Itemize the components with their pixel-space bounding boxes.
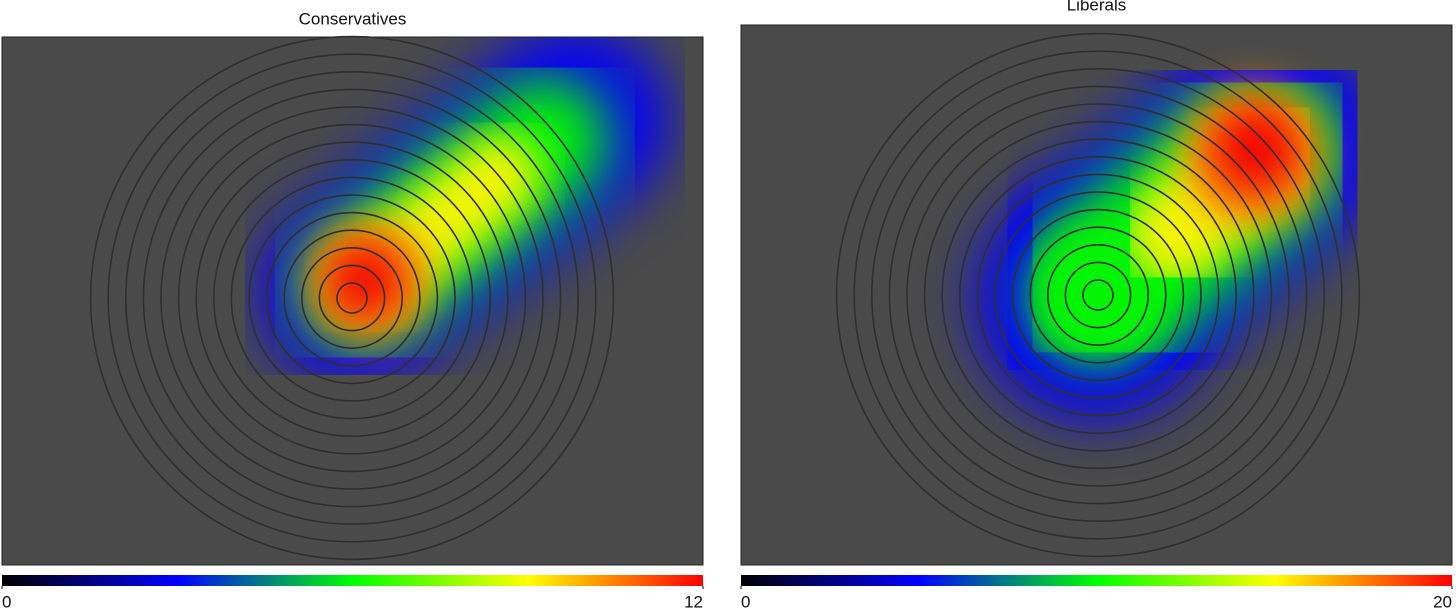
panel: Conservatives 0 12 [1,9,704,611]
ring [230,176,474,420]
ring [958,156,1237,434]
ring [283,229,421,367]
colorbar-tick-label: 12 [684,592,703,611]
ring [1082,279,1114,311]
ring [835,32,1361,558]
colorbar-tick-label: 0 [741,592,750,611]
ring [107,53,597,543]
colorbar [741,575,1452,586]
ring [1047,244,1150,347]
ring [870,68,1325,522]
ring [125,71,579,525]
heat-blob [1213,108,1297,192]
ring [318,264,386,332]
ring [300,247,403,350]
colorbar [2,575,703,586]
ring [976,173,1220,417]
colorbar-tick-label: 0 [2,592,11,611]
ring [906,103,1290,487]
ring [160,106,544,490]
ring [1011,208,1185,382]
ring [195,141,509,455]
ring [177,123,527,473]
ring [888,85,1308,505]
ring [941,138,1255,452]
ring [336,282,368,314]
ring [994,191,1202,399]
ring [1064,261,1132,329]
ring [142,88,562,508]
heat-blob [330,245,400,315]
colorbar-tick-label: 20 [1433,592,1452,611]
chart-title: Conservatives [299,9,407,28]
ring [89,35,615,561]
ring [213,159,491,437]
ring [248,194,456,402]
ring [265,211,439,385]
ring [1029,226,1167,364]
ring [853,50,1343,540]
heatmap [260,37,670,385]
chart-title: Liberals [1067,0,1127,14]
ring [923,120,1273,470]
panel: Liberals 0 20 [740,0,1453,611]
